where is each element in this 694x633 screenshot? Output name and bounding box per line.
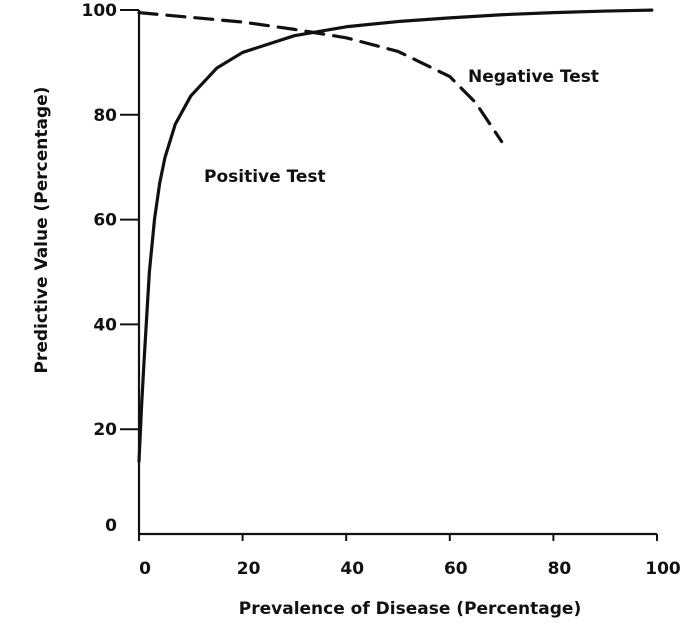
x-axis-title: Prevalence of Disease (Percentage) (239, 599, 581, 619)
positive-test-line (137, 8, 654, 463)
series-layer (137, 8, 654, 463)
y-tick-label: 60 (93, 211, 117, 231)
y-axis-title: Predictive Value (Percentage) (32, 87, 52, 374)
y-tick-label: 20 (93, 420, 117, 440)
series-label-negative-test: Negative Test (468, 67, 599, 87)
y-tick-label: 40 (93, 315, 117, 335)
x-tick-label: 40 (340, 559, 364, 579)
x-tick-label: 80 (548, 559, 572, 579)
y-ticks: 0 20 40 60 80 100 (82, 1, 139, 536)
x-tick-label: 100 (645, 559, 681, 579)
y-tick-label: 80 (93, 106, 117, 126)
x-tick-label: 20 (237, 559, 261, 579)
y-tick-label: 100 (82, 1, 118, 21)
x-ticks: 0 20 40 60 80 100 (138, 534, 681, 579)
series-label-positive-test: Positive Test (204, 167, 326, 187)
negative-test-line (137, 11, 504, 144)
y-tick-label: 0 (105, 516, 117, 536)
x-tick-label: 0 (139, 559, 151, 579)
x-tick-label: 60 (444, 559, 468, 579)
